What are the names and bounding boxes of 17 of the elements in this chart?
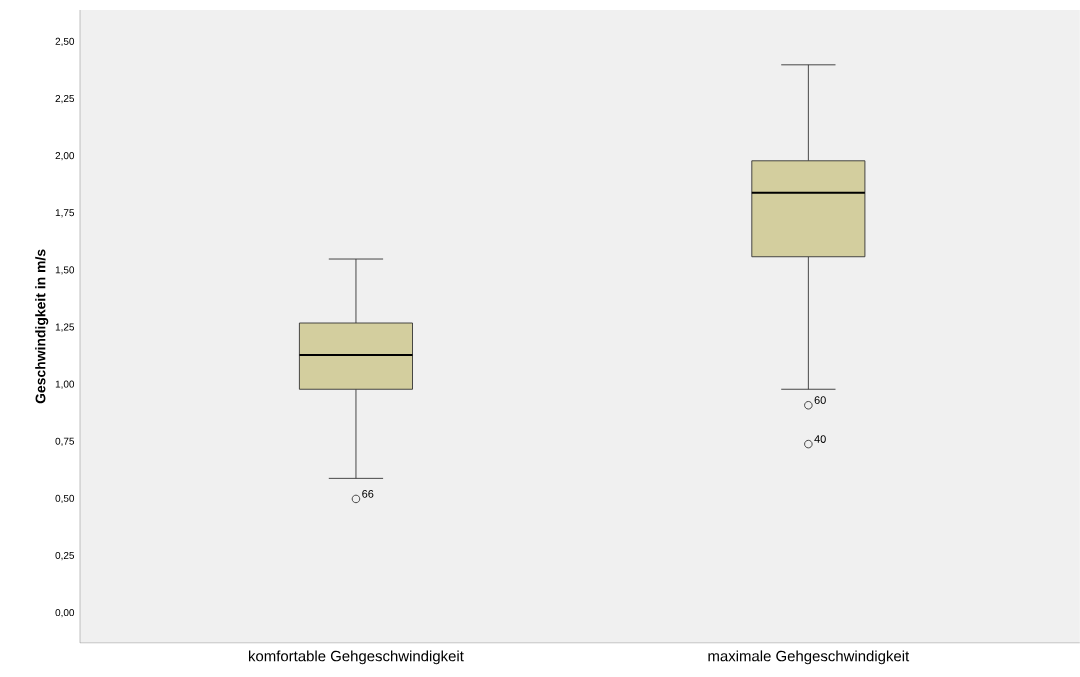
y-tick-label: 1,00 xyxy=(55,380,75,389)
annotation: 66 xyxy=(362,490,374,498)
y-tick-label: 0,25 xyxy=(55,552,75,561)
y-tick-label: 1,25 xyxy=(55,323,75,332)
y-tick-label: 0,00 xyxy=(55,609,75,618)
y-tick-label: 0,75 xyxy=(55,437,75,446)
y-tick-label: 2,50 xyxy=(55,37,75,47)
annotation: 60 xyxy=(814,396,826,405)
y-tick-label: 2,25 xyxy=(55,95,75,104)
x-tick-label: maximale Gehgeschwindigkeit xyxy=(708,650,910,665)
y-tick-label: 0,50 xyxy=(55,494,75,504)
y-tick-label: 1,50 xyxy=(55,266,75,275)
y-axis-title: Geschwindigkeit in m/s xyxy=(35,249,49,404)
annotation: 40 xyxy=(814,435,826,443)
y-tick-label: 2,00 xyxy=(55,152,75,161)
y-tick-label: 1,75 xyxy=(55,209,75,218)
x-tick-label: komfortable Gehgeschwindigkeit xyxy=(248,650,464,665)
